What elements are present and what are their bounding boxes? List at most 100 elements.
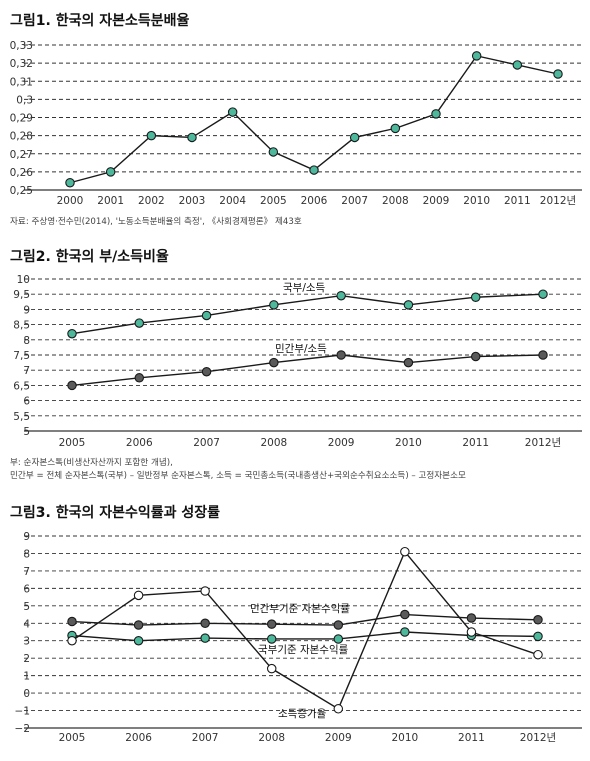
data-point xyxy=(400,609,410,620)
data-point xyxy=(471,51,482,61)
data-point xyxy=(146,130,157,141)
data-point xyxy=(403,300,414,310)
data-point xyxy=(200,618,210,629)
x-tick-label: 2008 xyxy=(258,732,285,744)
y-tick-label: 9,5 xyxy=(13,289,30,301)
series-line xyxy=(71,354,544,387)
y-tick-label: −2 xyxy=(15,723,30,735)
data-point xyxy=(201,366,212,377)
data-point xyxy=(67,328,77,339)
data-point xyxy=(269,300,279,310)
x-tick-label: 2012년 xyxy=(520,732,556,744)
data-point xyxy=(268,147,279,157)
y-tick-label: 6,5 xyxy=(13,380,30,392)
y-tick-label: 7 xyxy=(23,365,30,377)
data-point xyxy=(269,357,279,368)
data-point xyxy=(431,109,441,119)
chart2-note-2: 민간부 = 전체 순자본스톡(국부) – 일반정부 순자본스톡, 소득 = 국민… xyxy=(10,469,466,481)
x-tick-label: 2010 xyxy=(395,437,422,449)
data-point xyxy=(266,619,277,629)
y-tick-label: 0,33 xyxy=(10,40,33,52)
y-tick-label: 5,5 xyxy=(13,411,30,423)
x-tick-label: 2001 xyxy=(97,195,124,207)
chart2-title: 그림2. 한국의 부/소득비율 xyxy=(10,248,169,265)
data-point xyxy=(466,613,477,623)
data-point xyxy=(67,380,77,391)
data-point xyxy=(133,635,144,646)
x-tick-label: 2011 xyxy=(462,437,489,449)
data-point xyxy=(266,663,277,674)
x-tick-label: 2000 xyxy=(57,195,84,207)
data-point xyxy=(309,165,319,175)
y-tick-label: 4 xyxy=(23,618,30,630)
data-point xyxy=(201,310,212,321)
y-tick-label: 7,5 xyxy=(13,350,30,362)
y-tick-label: 6 xyxy=(23,583,30,595)
y-tick-label: 0,3 xyxy=(16,94,33,106)
data-point xyxy=(333,704,344,714)
data-point xyxy=(466,627,477,637)
x-tick-label: 2009 xyxy=(325,732,352,744)
chart1-title: 그림1. 한국의 자본소득분배율 xyxy=(10,12,189,29)
x-tick-label: 2007 xyxy=(341,195,368,207)
data-point xyxy=(349,132,360,143)
y-tick-label: 5 xyxy=(23,426,30,438)
y-tick-label: 9 xyxy=(23,304,30,316)
y-tick-label: 0,28 xyxy=(10,131,33,143)
x-tick-label: 2006 xyxy=(125,732,152,744)
y-tick-label: 7 xyxy=(23,566,30,578)
chart3-series-label-national-return: 국부기준 자본수익률 xyxy=(258,644,349,656)
y-tick-label: 0 xyxy=(23,688,30,700)
x-tick-label: 2003 xyxy=(179,195,206,207)
data-point xyxy=(470,351,481,362)
y-tick-label: 0,25 xyxy=(10,185,33,197)
data-point xyxy=(390,123,401,134)
y-tick-label: 8 xyxy=(23,335,30,347)
data-point xyxy=(400,627,410,637)
data-point xyxy=(227,107,238,117)
data-point xyxy=(133,620,144,630)
data-point xyxy=(134,318,145,328)
data-point xyxy=(403,357,414,368)
y-tick-label: −1 xyxy=(15,706,30,718)
data-point xyxy=(333,634,344,644)
y-tick-label: 6 xyxy=(23,396,30,408)
x-tick-label: 2008 xyxy=(260,437,287,449)
data-point xyxy=(533,649,543,660)
data-point xyxy=(65,178,75,188)
data-point xyxy=(67,616,77,627)
chart2-note-1: 부: 순자본스톡(비생산자산까지 포함한 개념), xyxy=(10,457,173,468)
series-line xyxy=(69,55,559,184)
x-tick-label: 2009 xyxy=(328,437,355,449)
y-tick-label: 2 xyxy=(23,653,30,665)
x-tick-label: 2009 xyxy=(423,195,450,207)
y-tick-label: 0,32 xyxy=(10,58,33,70)
x-tick-label: 2011 xyxy=(458,732,485,744)
y-tick-label: 0,31 xyxy=(10,76,33,88)
chart3-plot: −2 −1 0 1 2 3 4 5 6 7 8 9 2005 2006 2007 2008 2009 2010 20… xyxy=(15,531,582,744)
data-point xyxy=(105,167,116,177)
x-tick-label: 2006 xyxy=(126,437,153,449)
data-point xyxy=(470,292,481,302)
data-point xyxy=(200,586,210,596)
series-line xyxy=(71,550,539,710)
x-tick-label: 2005 xyxy=(59,437,86,449)
x-tick-label: 2004 xyxy=(219,195,246,207)
series-line xyxy=(71,613,539,626)
chart3-title: 그림3. 한국의 자본수익률과 성장률 xyxy=(10,504,220,521)
y-tick-label: 0,26 xyxy=(10,167,34,179)
series-line xyxy=(71,293,544,335)
chart1-plot: 0,25 0,26 0,27 0,28 0,29 0,3 0,31 0,32 0,33 2000 2… xyxy=(10,40,582,207)
chart3-series-label-private-return: 민간부기준 자본수익률 xyxy=(250,603,350,615)
y-tick-label: 8 xyxy=(23,548,30,560)
chart2-plot: 5 5,5 6 6,5 7 7,5 8 8,5 9 9,5 10 2005 2006 2007 2008 20… xyxy=(13,274,582,449)
y-tick-label: 3 xyxy=(23,636,30,648)
chart2-series-label-national: 국부/소득 xyxy=(283,282,326,294)
y-tick-label: 8,5 xyxy=(13,320,30,332)
x-tick-label: 2008 xyxy=(382,195,409,207)
x-tick-label: 2010 xyxy=(463,195,490,207)
x-tick-label: 2011 xyxy=(504,195,531,207)
data-point xyxy=(333,620,344,630)
data-point xyxy=(200,633,210,643)
